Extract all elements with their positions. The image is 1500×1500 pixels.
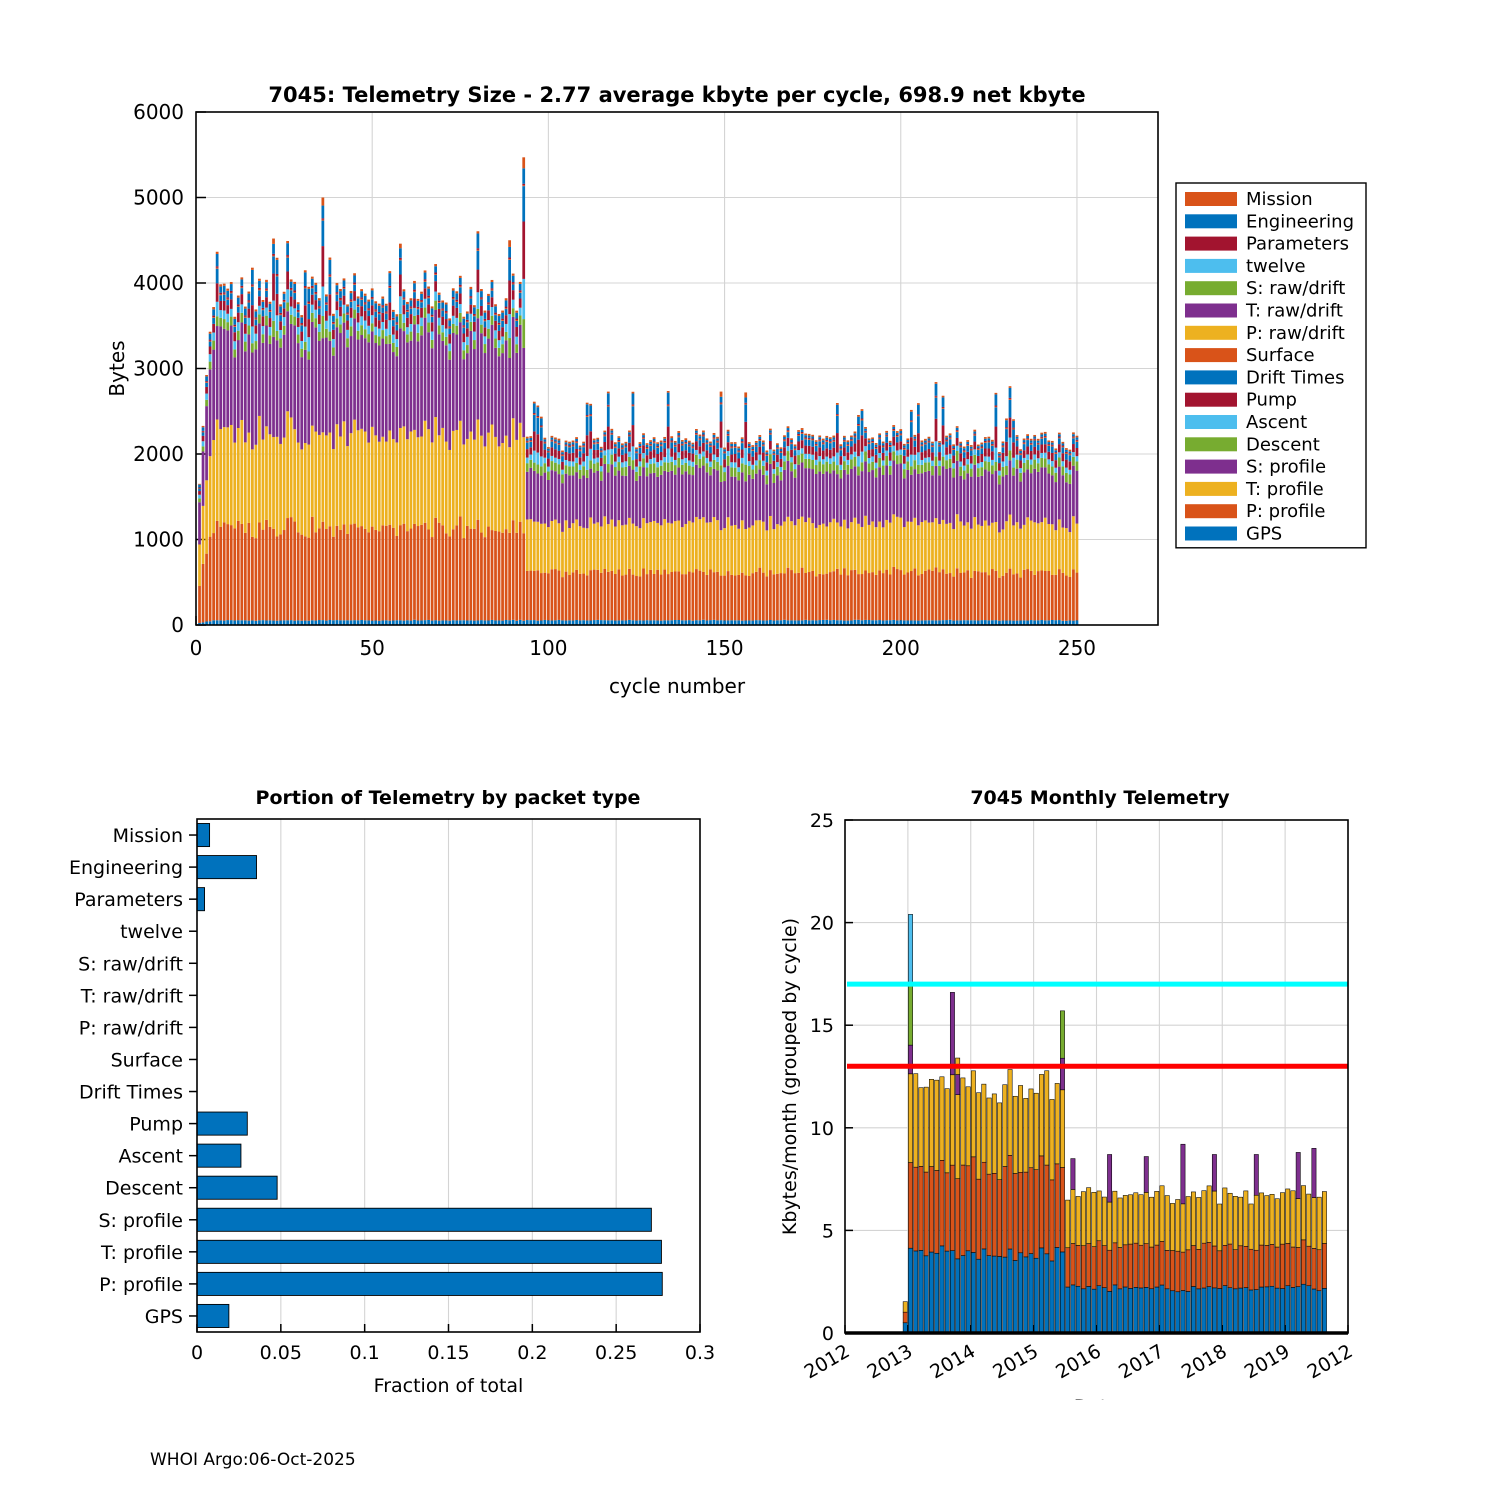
svg-text:4000: 4000 xyxy=(133,271,184,295)
svg-text:2000: 2000 xyxy=(133,442,184,466)
svg-text:0.1: 0.1 xyxy=(350,1342,380,1364)
svg-text:Descent: Descent xyxy=(1246,434,1320,455)
svg-text:0.2: 0.2 xyxy=(517,1342,547,1364)
portion-plot-area: 0 0.05 0.1 0.15 0.2 0.25 0.3 Mission Engineering… xyxy=(69,818,715,1397)
svg-text:0: 0 xyxy=(190,636,203,660)
telemetry-size-title: 7045: Telemetry Size - 2.77 average kbyt… xyxy=(268,83,1085,107)
svg-text:P: raw/drift: P: raw/drift xyxy=(1246,323,1345,344)
svg-text:Pump: Pump xyxy=(1246,390,1297,411)
svg-text:150: 150 xyxy=(705,636,743,660)
telemetry-size-plot-area: 0 1000 2000 3000 4000 5000 6000 0 50 100 150 200 250… xyxy=(105,100,1159,698)
svg-text:cycle number: cycle number xyxy=(609,674,746,698)
svg-text:2012: 2012 xyxy=(801,1340,854,1383)
svg-text:GPS: GPS xyxy=(1246,524,1282,545)
svg-text:twelve: twelve xyxy=(120,921,183,943)
svg-text:Drift Times: Drift Times xyxy=(1246,367,1345,388)
svg-text:twelve: twelve xyxy=(1246,256,1306,277)
svg-text:0.15: 0.15 xyxy=(427,1342,469,1364)
svg-text:200: 200 xyxy=(882,636,920,660)
svg-text:S: profile: S: profile xyxy=(1246,457,1326,478)
svg-text:0.05: 0.05 xyxy=(260,1342,302,1364)
portion-title: Portion of Telemetry by packet type xyxy=(256,787,641,809)
svg-text:2013: 2013 xyxy=(863,1340,916,1383)
telemetry-size-figure: 7045: Telemetry Size - 2.77 average kbyt… xyxy=(0,0,1400,700)
svg-text:2016: 2016 xyxy=(1052,1340,1105,1383)
svg-text:250: 250 xyxy=(1058,636,1096,660)
svg-text:2015: 2015 xyxy=(989,1340,1042,1383)
svg-text:0: 0 xyxy=(822,1323,834,1345)
svg-text:Kbytes/month (grouped by cycle: Kbytes/month (grouped by cycle) xyxy=(779,918,801,1235)
svg-text:T: profile: T: profile xyxy=(1245,479,1324,500)
footer-credit: WHOI Argo:06-Oct-2025 xyxy=(150,1450,356,1470)
svg-text:GPS: GPS xyxy=(145,1306,183,1328)
svg-text:T: raw/drift: T: raw/drift xyxy=(80,985,183,1007)
svg-text:Bytes: Bytes xyxy=(105,340,129,396)
svg-text:Parameters: Parameters xyxy=(1246,234,1349,255)
svg-text:Pump: Pump xyxy=(129,1114,183,1136)
portion-by-packet-type-figure: Portion of Telemetry by packet type 0 0.0… xyxy=(0,780,730,1400)
svg-text:P: profile: P: profile xyxy=(99,1274,183,1296)
svg-text:Ascent: Ascent xyxy=(118,1146,183,1168)
svg-text:S: raw/drift: S: raw/drift xyxy=(1246,278,1345,299)
svg-text:Descent: Descent xyxy=(105,1178,183,1200)
svg-text:Surface: Surface xyxy=(1246,345,1315,366)
svg-text:P: profile: P: profile xyxy=(1246,501,1326,522)
svg-text:Parameters: Parameters xyxy=(74,889,183,911)
svg-text:6000: 6000 xyxy=(133,100,184,124)
svg-text:25: 25 xyxy=(810,810,834,832)
svg-text:0.3: 0.3 xyxy=(685,1342,715,1364)
svg-text:0: 0 xyxy=(191,1342,203,1364)
svg-text:50: 50 xyxy=(359,636,384,660)
svg-text:5000: 5000 xyxy=(133,186,184,210)
svg-text:2019: 2019 xyxy=(1241,1340,1294,1383)
svg-text:5: 5 xyxy=(822,1220,834,1242)
svg-text:Engineering: Engineering xyxy=(1246,211,1354,232)
svg-text:T: profile: T: profile xyxy=(100,1242,183,1264)
svg-text:S: raw/drift: S: raw/drift xyxy=(78,953,183,975)
svg-text:Ascent: Ascent xyxy=(1246,412,1307,433)
svg-text:0: 0 xyxy=(171,613,184,637)
svg-text:100: 100 xyxy=(529,636,567,660)
svg-text:Mission: Mission xyxy=(113,825,183,847)
svg-text:0.25: 0.25 xyxy=(595,1342,637,1364)
svg-text:2012: 2012 xyxy=(1304,1340,1357,1383)
svg-text:Engineering: Engineering xyxy=(69,857,183,879)
svg-text:2014: 2014 xyxy=(926,1340,979,1383)
svg-text:3000: 3000 xyxy=(133,357,184,381)
svg-text:P: raw/drift: P: raw/drift xyxy=(79,1017,183,1039)
svg-text:1000: 1000 xyxy=(133,528,184,552)
svg-text:2018: 2018 xyxy=(1178,1340,1231,1383)
svg-text:20: 20 xyxy=(810,913,834,935)
svg-text:10: 10 xyxy=(810,1118,834,1140)
svg-text:Date: Date xyxy=(1074,1396,1119,1400)
svg-text:2017: 2017 xyxy=(1115,1340,1168,1383)
svg-text:Surface: Surface xyxy=(111,1049,183,1071)
svg-text:Mission: Mission xyxy=(1246,189,1313,210)
svg-text:S: profile: S: profile xyxy=(98,1210,183,1232)
svg-text:15: 15 xyxy=(810,1015,834,1037)
monthly-telemetry-figure: 7045 Monthly Telemetry 0 5 10 15 20 25 2012 201… xyxy=(770,780,1450,1400)
svg-text:Drift Times: Drift Times xyxy=(79,1082,183,1104)
svg-text:T: raw/drift: T: raw/drift xyxy=(1245,301,1343,322)
svg-text:Fraction of total: Fraction of total xyxy=(374,1375,524,1397)
monthly-title: 7045 Monthly Telemetry xyxy=(970,787,1230,809)
